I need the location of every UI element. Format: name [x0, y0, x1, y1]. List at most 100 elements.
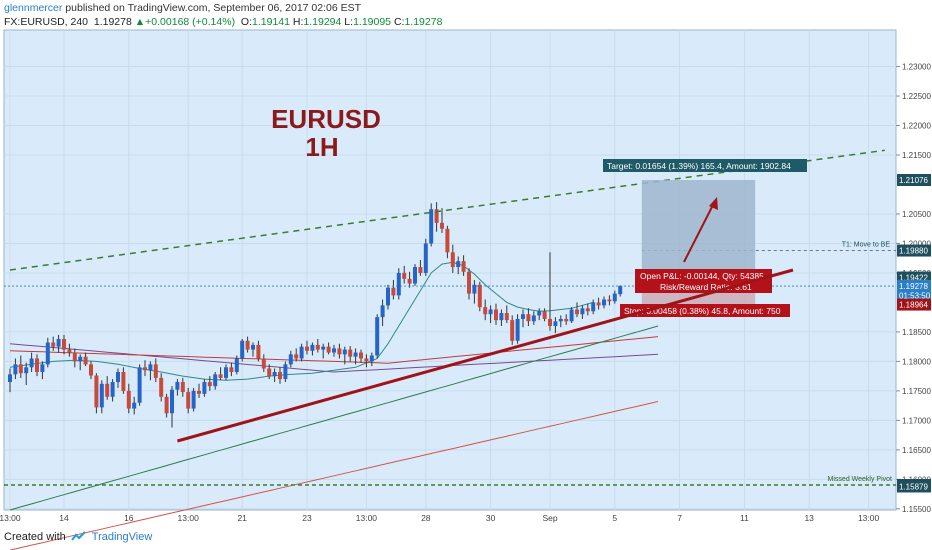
price-tag [897, 480, 931, 493]
candle-body [450, 252, 455, 268]
candle-body [105, 383, 110, 397]
uptrend-line [176, 268, 794, 443]
candle-body [288, 354, 293, 365]
price-tag [897, 244, 931, 257]
candle-body [224, 367, 228, 378]
candle-body [89, 364, 93, 376]
x-tick-label: 21 [237, 513, 247, 523]
y-tick-label: 1.15500 [902, 505, 931, 514]
y-tick-label: 1.23000 [902, 63, 931, 72]
candle-body [213, 374, 218, 387]
y-tick-label: 1.22000 [902, 122, 931, 131]
candle-body [386, 287, 390, 306]
price-tag-label: 01:53:50 [899, 291, 931, 300]
tradingview-logo-icon [70, 531, 86, 541]
candle-body [456, 261, 461, 268]
tradingview-link[interactable]: TradingView [91, 531, 153, 543]
arrow-head-icon [709, 197, 718, 210]
risk-reward-label: Risk/Reward Ratio: 3.61 [660, 282, 752, 292]
candle-body [164, 396, 169, 414]
candle-body [602, 299, 606, 306]
candle-body [62, 338, 66, 350]
candle-body [207, 382, 212, 387]
candle-body [153, 364, 158, 378]
candle-body [72, 352, 77, 362]
candle-body [191, 390, 196, 409]
candle-body [537, 311, 542, 316]
candle-body [29, 358, 34, 368]
target-label: Target: 0.01654 (1.39%) 165.4, Amount: 1… [607, 161, 791, 171]
open-label: O: [240, 16, 253, 28]
candle-body [618, 285, 623, 295]
candle-body [267, 368, 272, 377]
candle-body [94, 375, 99, 408]
candle-body [67, 349, 72, 353]
candle-body [110, 382, 115, 397]
candle-body [467, 271, 471, 294]
candle-body [40, 364, 45, 373]
candle-body [116, 372, 120, 383]
candle-body [569, 309, 574, 322]
candle-body [186, 392, 191, 409]
candle-body [369, 355, 374, 362]
candle-body [137, 367, 142, 403]
axes: 1.23000 1.22500 1.22000 1.21500 1.20500 1.200… [0, 63, 931, 523]
candle-body [445, 228, 450, 253]
candle-body [78, 356, 83, 362]
low-value: 1.19095 [353, 16, 392, 28]
x-tick-label: 23 [302, 513, 312, 523]
candle-body [607, 299, 612, 302]
candle-body [229, 367, 234, 373]
candle-body [132, 402, 137, 409]
x-tick-label: 13 [804, 513, 814, 523]
candle-body [234, 358, 239, 373]
candle-body [305, 346, 309, 351]
candle-body [126, 390, 131, 409]
plot-area[interactable] [3, 29, 897, 511]
candle-body [553, 321, 558, 327]
candle-body [423, 243, 428, 273]
candle-body [332, 348, 336, 353]
candle-body [407, 278, 412, 284]
footer: Created with TradingView [4, 531, 152, 543]
x-tick-label: 13:00 [858, 513, 880, 523]
candle-body [45, 342, 50, 365]
y-tick-label: 1.17500 [902, 387, 931, 396]
candle-body [261, 358, 266, 369]
price-tag-label: 1.19880 [899, 247, 928, 256]
candle-body [121, 372, 126, 391]
symbol-label: FX:EURUSD, 240 [4, 16, 89, 28]
candle-body [315, 344, 320, 350]
candle-body [197, 390, 201, 394]
last-price: 1.19278 [93, 16, 132, 28]
x-tick-label: 13:00 [0, 513, 21, 523]
candle-body [521, 314, 525, 319]
candle-body [321, 346, 326, 350]
candle-body [429, 209, 434, 244]
candle-body [83, 356, 88, 365]
candle-body [175, 382, 180, 390]
candle-body [180, 382, 185, 393]
ma-purple-line [9, 343, 659, 373]
ma-green-line [9, 325, 659, 511]
x-tick-label: 14 [59, 513, 69, 523]
candle-body [515, 318, 520, 341]
candle-body [359, 352, 363, 359]
x-tick-label: Sep [542, 513, 557, 523]
y-tick-label: 1.17000 [902, 416, 931, 425]
price-tag [897, 298, 931, 311]
candle-body [148, 364, 153, 371]
candle-body [585, 308, 590, 312]
chart-title: EURUSD [271, 104, 381, 134]
x-tick-label: 5 [612, 513, 617, 523]
target-label-box [603, 159, 807, 172]
candle-body [159, 377, 164, 397]
candle-body [391, 287, 396, 296]
x-tick-label: 7 [677, 513, 682, 523]
candle-body [531, 315, 536, 322]
candle-body [143, 367, 147, 371]
author-link[interactable]: glennmercer [4, 2, 63, 14]
published-text: published on TradingView.com, September … [65, 2, 362, 14]
candle-body [24, 367, 29, 374]
